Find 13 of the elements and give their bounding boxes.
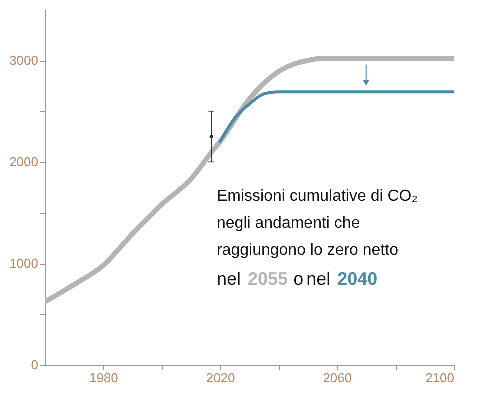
y-tick-label: 0 <box>31 358 38 372</box>
x-tick-label: 2060 <box>323 370 352 386</box>
y-tick-label: 1000 <box>10 256 38 272</box>
annotation: raggiungono lo zero netto <box>217 242 399 259</box>
y-tick-label: 3000 <box>10 53 38 68</box>
y-tick-label: 2000 <box>10 154 38 170</box>
x-tick-label: 2020 <box>206 370 236 386</box>
line-series <box>218 90 454 144</box>
x-tick-label: 1980 <box>89 370 118 386</box>
annotation: negli andamenti che <box>217 215 360 232</box>
x-tick-label: 2100 <box>426 370 454 386</box>
annotation: Emissioni cumulative di CO₂ <box>217 188 418 205</box>
annotation: nel 2055 o nel 2040 <box>217 269 378 289</box>
